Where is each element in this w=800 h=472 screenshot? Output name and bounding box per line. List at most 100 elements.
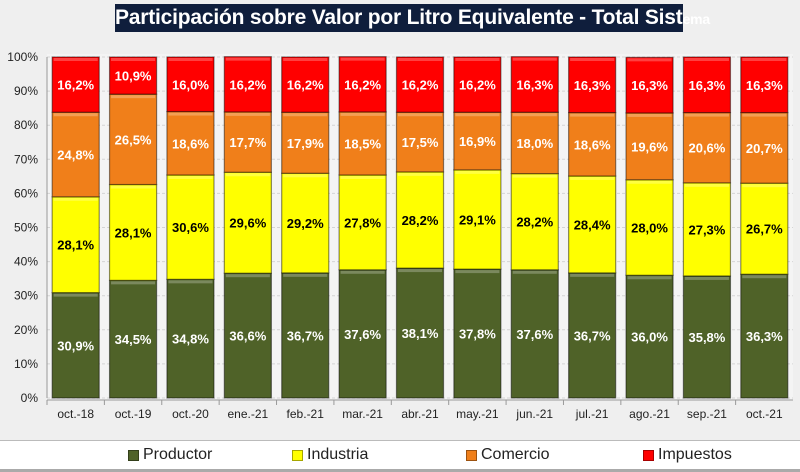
legend-swatch (466, 449, 477, 461)
bar-stack: 35,8% 27,3% 20,6% 16,3% (682, 56, 732, 399)
bar-bevel (570, 113, 615, 117)
bar-bevel (168, 280, 213, 284)
y-tick-label: 70% (14, 152, 38, 166)
data-label: 29,6% (229, 216, 266, 231)
bar-bevel (111, 185, 156, 189)
bar-segment-productor (281, 272, 330, 399)
x-tick-label: mar.-21 (342, 407, 383, 421)
bar-stack: 36,0% 28,0% 19,6% 16,3% (625, 56, 674, 399)
bars: 30,9% 28,1% 24,8% 16,2% 34,5% 28,1% 26,5% 10,9%… (51, 56, 789, 399)
bar-bevel (283, 58, 328, 61)
bar-segment-impuestos (395, 56, 445, 113)
legend-swatch (643, 449, 654, 461)
data-label: 16,3% (688, 78, 725, 93)
bar-bevel (455, 58, 500, 61)
data-label: 16,2% (57, 78, 94, 93)
bar-bevel (627, 276, 672, 280)
x-tick-label: oct.-21 (746, 407, 783, 421)
data-label: 28,1% (57, 238, 94, 253)
bar-bevel (53, 293, 98, 297)
data-label: 28,4% (574, 217, 611, 232)
bar-segment-comercio (682, 111, 732, 184)
bar-bevel (397, 58, 443, 61)
data-label: 27,8% (344, 215, 381, 230)
bar-segment-productor (568, 272, 617, 399)
bar-segment-industria (625, 179, 674, 276)
bar-segment-comercio (281, 111, 330, 174)
legend: Productor Industria Comercio Impuestos (0, 440, 800, 472)
bar-bevel (225, 57, 270, 61)
x-tick-label: oct.-20 (172, 407, 209, 421)
data-label: 20,6% (688, 141, 725, 156)
data-label: 16,3% (574, 78, 611, 93)
bar-bevel (53, 197, 98, 201)
bar-bevel (340, 57, 385, 61)
bar-bevel (684, 58, 729, 61)
bar-bevel (627, 180, 672, 184)
bar-segment-industria (682, 182, 732, 277)
bar-stack: 36,7% 29,2% 17,9% 16,2% (281, 56, 330, 399)
data-label: 28,2% (402, 213, 439, 228)
data-label: 36,3% (746, 329, 783, 344)
bar-segment-comercio (740, 111, 789, 184)
bar-stack: 34,8% 30,6% 18,6% 16,0% (166, 56, 215, 399)
bar-segment-productor (108, 279, 158, 399)
y-axis: 0% 10% 20% 30% 40% 50% 60% 70% 80% 90% 100% (7, 50, 48, 405)
bar-segment-productor (740, 273, 789, 399)
data-label: 28,1% (115, 225, 152, 240)
bar-bevel (168, 58, 213, 61)
bar-bevel (742, 113, 787, 117)
data-label: 37,6% (344, 327, 381, 342)
bar-segment-comercio (51, 111, 100, 198)
x-tick-label: ago.-21 (629, 407, 670, 421)
x-axis: oct.-18 oct.-19 oct.-20 ene.-21 feb.-21 mar.-… (46, 399, 793, 421)
bar-segment-industria (338, 174, 387, 271)
bar-stack: 36,7% 28,4% 18,6% 16,3% (568, 56, 617, 399)
bar-segment-industria (223, 171, 272, 274)
bar-bevel (512, 113, 557, 117)
bar-segment-impuestos (281, 56, 330, 113)
data-label: 10,9% (115, 69, 152, 84)
bar-segment-impuestos (108, 56, 158, 95)
x-tick-label: may.-21 (456, 407, 499, 421)
stacked-bar-chart: 0% 10% 20% 30% 40% 50% 60% 70% 80% 90% 100% 30,9% 2… (7, 50, 793, 421)
bar-segment-productor (682, 275, 732, 399)
bar-segment-comercio (108, 93, 158, 186)
bar-bevel (455, 113, 500, 117)
data-label: 27,3% (688, 222, 725, 237)
legend-swatch (128, 449, 139, 461)
data-label: 17,7% (229, 135, 266, 150)
x-tick-label: ene.-21 (227, 407, 268, 421)
bar-bevel (397, 113, 443, 117)
bar-bevel (225, 274, 270, 278)
y-tick-label: 10% (14, 357, 38, 371)
chart-title-main: Participación sobre Valor por Litro Equi… (115, 6, 683, 29)
bar-bevel (340, 175, 385, 179)
legend-item-industria: Industria (292, 446, 368, 464)
bar-bevel (283, 273, 328, 277)
bar-bevel (225, 173, 270, 177)
data-label: 16,3% (516, 77, 553, 92)
bar-segment-impuestos (740, 56, 789, 114)
bar-segment-impuestos (510, 56, 559, 113)
bar-bevel (225, 112, 270, 116)
data-label: 37,8% (459, 327, 496, 342)
bar-bevel (627, 58, 672, 62)
bar-segment-impuestos (51, 56, 100, 113)
data-label: 17,5% (402, 135, 439, 150)
y-tick-label: 40% (14, 255, 38, 269)
bar-bevel (283, 113, 328, 117)
bar-stack: 37,6% 27,8% 18,5% 16,2% (338, 56, 387, 399)
bar-segment-productor (166, 278, 215, 399)
data-label: 18,6% (172, 136, 209, 151)
bar-segment-productor (223, 272, 272, 399)
bar-bevel (570, 177, 615, 181)
bar-segment-comercio (223, 111, 272, 173)
bar-stack: 30,9% 28,1% 24,8% 16,2% (51, 56, 100, 399)
bar-bevel (53, 58, 98, 61)
bar-bevel (168, 112, 213, 116)
data-label: 16,2% (459, 78, 496, 93)
data-label: 30,6% (172, 220, 209, 235)
data-label: 34,8% (172, 332, 209, 347)
bar-bevel (742, 184, 787, 188)
